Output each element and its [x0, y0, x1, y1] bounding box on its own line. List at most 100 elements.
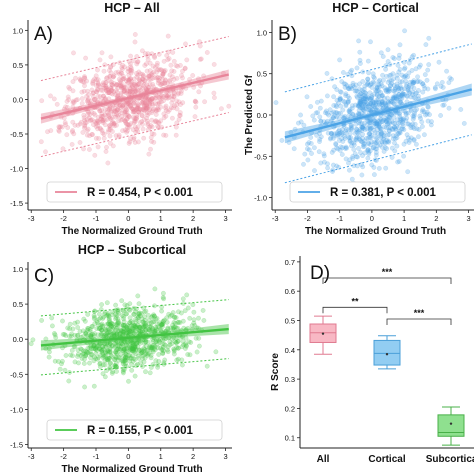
scatter-point: [353, 137, 358, 143]
scatter-point: [169, 115, 175, 121]
scatter-point: [367, 126, 373, 132]
scatter-point: [106, 90, 112, 95]
scatter-point: [90, 80, 96, 86]
scatter-point: [175, 309, 181, 315]
scatter-point: [85, 311, 91, 317]
scatter-point: [152, 55, 158, 60]
scatter-point: [139, 79, 145, 85]
scatter-point: [125, 69, 131, 74]
scatter-point: [146, 107, 152, 112]
y-tick-label: 0.5: [13, 61, 23, 70]
scatter-point: [71, 50, 76, 56]
scatter-point: [187, 77, 193, 82]
scatter-point: [146, 84, 151, 90]
scatter-point: [200, 307, 206, 313]
scatter-point: [173, 132, 179, 138]
scatter-point: [99, 347, 105, 353]
scatter-point: [108, 86, 114, 92]
scatter-point: [124, 112, 130, 118]
scatter-point: [361, 143, 367, 149]
scatter-point: [340, 145, 345, 151]
scatter-point: [408, 135, 414, 141]
scatter-point: [387, 125, 393, 131]
scatter-point: [118, 83, 124, 88]
scatter-point: [82, 83, 87, 89]
scatter-point: [95, 118, 101, 124]
scatter-point: [82, 125, 87, 131]
scatter-point: [104, 76, 109, 81]
scatter-point: [383, 66, 388, 72]
scatter-point: [70, 88, 76, 94]
scatter-point: [373, 106, 379, 112]
scatter-point: [110, 74, 116, 80]
scatter-point: [150, 82, 156, 87]
scatter-point: [336, 128, 341, 134]
scatter-point: [143, 95, 149, 100]
scatter-point: [149, 131, 155, 137]
y-tick-label: 0.0: [257, 111, 267, 120]
scatter-point: [379, 139, 385, 145]
scatter-point: [152, 96, 158, 102]
scatter-point: [108, 109, 114, 115]
scatter-point: [174, 106, 180, 112]
scatter-point: [182, 66, 188, 72]
scatter-point: [316, 149, 322, 155]
scatter-point: [132, 39, 138, 45]
scatter-point: [149, 71, 155, 76]
scatter-point: [416, 96, 421, 102]
scatter-point: [165, 95, 171, 101]
scatter-point: [110, 129, 115, 134]
scatter-point: [362, 101, 368, 107]
scatter-point: [119, 71, 125, 76]
scatter-point: [171, 58, 177, 64]
scatter-point: [166, 92, 172, 98]
scatter-point: [132, 32, 138, 37]
scatter-point: [180, 318, 186, 324]
scatter-point: [155, 123, 161, 129]
scatter-point: [123, 109, 128, 115]
scatter-point: [165, 33, 171, 39]
scatter-point: [365, 147, 371, 153]
scatter-point: [119, 114, 125, 119]
scatter-point: [140, 99, 146, 105]
scatter-point: [367, 90, 373, 96]
scatter-point: [131, 100, 137, 106]
scatter-point: [169, 100, 175, 106]
scatter-point: [86, 100, 91, 106]
scatter-point: [95, 144, 101, 150]
scatter-point: [141, 105, 147, 111]
scatter-point: [111, 74, 116, 80]
scatter-point: [87, 360, 92, 366]
scatter-point: [84, 94, 90, 99]
scatter-point: [415, 78, 421, 84]
scatter-point: [340, 115, 346, 120]
scatter-point: [343, 130, 349, 136]
scatter-point: [121, 85, 127, 91]
scatter-point: [347, 139, 353, 145]
scatter-point: [121, 76, 127, 81]
scatter-point: [92, 119, 98, 125]
scatter-point: [145, 347, 151, 353]
scatter-point: [298, 112, 303, 118]
scatter-point: [112, 107, 117, 113]
bracket-line: [322, 277, 452, 284]
scatter-point: [89, 346, 94, 351]
scatter-point: [401, 127, 407, 133]
scatter-point: [116, 118, 122, 124]
scatter-point: [150, 96, 156, 101]
scatter-point: [382, 139, 387, 145]
scatter-point: [155, 77, 161, 83]
x-axis-label: The Normalized Ground Truth: [305, 226, 446, 237]
scatter-point: [110, 103, 116, 109]
scatter-point: [198, 56, 204, 62]
scatter-point: [371, 124, 377, 130]
scatter-point: [144, 102, 149, 107]
scatter-point: [147, 370, 153, 376]
scatter-point: [331, 133, 337, 139]
scatter-point: [145, 101, 151, 107]
scatter-point: [377, 102, 383, 108]
scatter-point: [411, 114, 417, 120]
scatter-point: [96, 135, 102, 141]
scatter-point: [107, 105, 113, 111]
scatter-point: [343, 103, 349, 109]
